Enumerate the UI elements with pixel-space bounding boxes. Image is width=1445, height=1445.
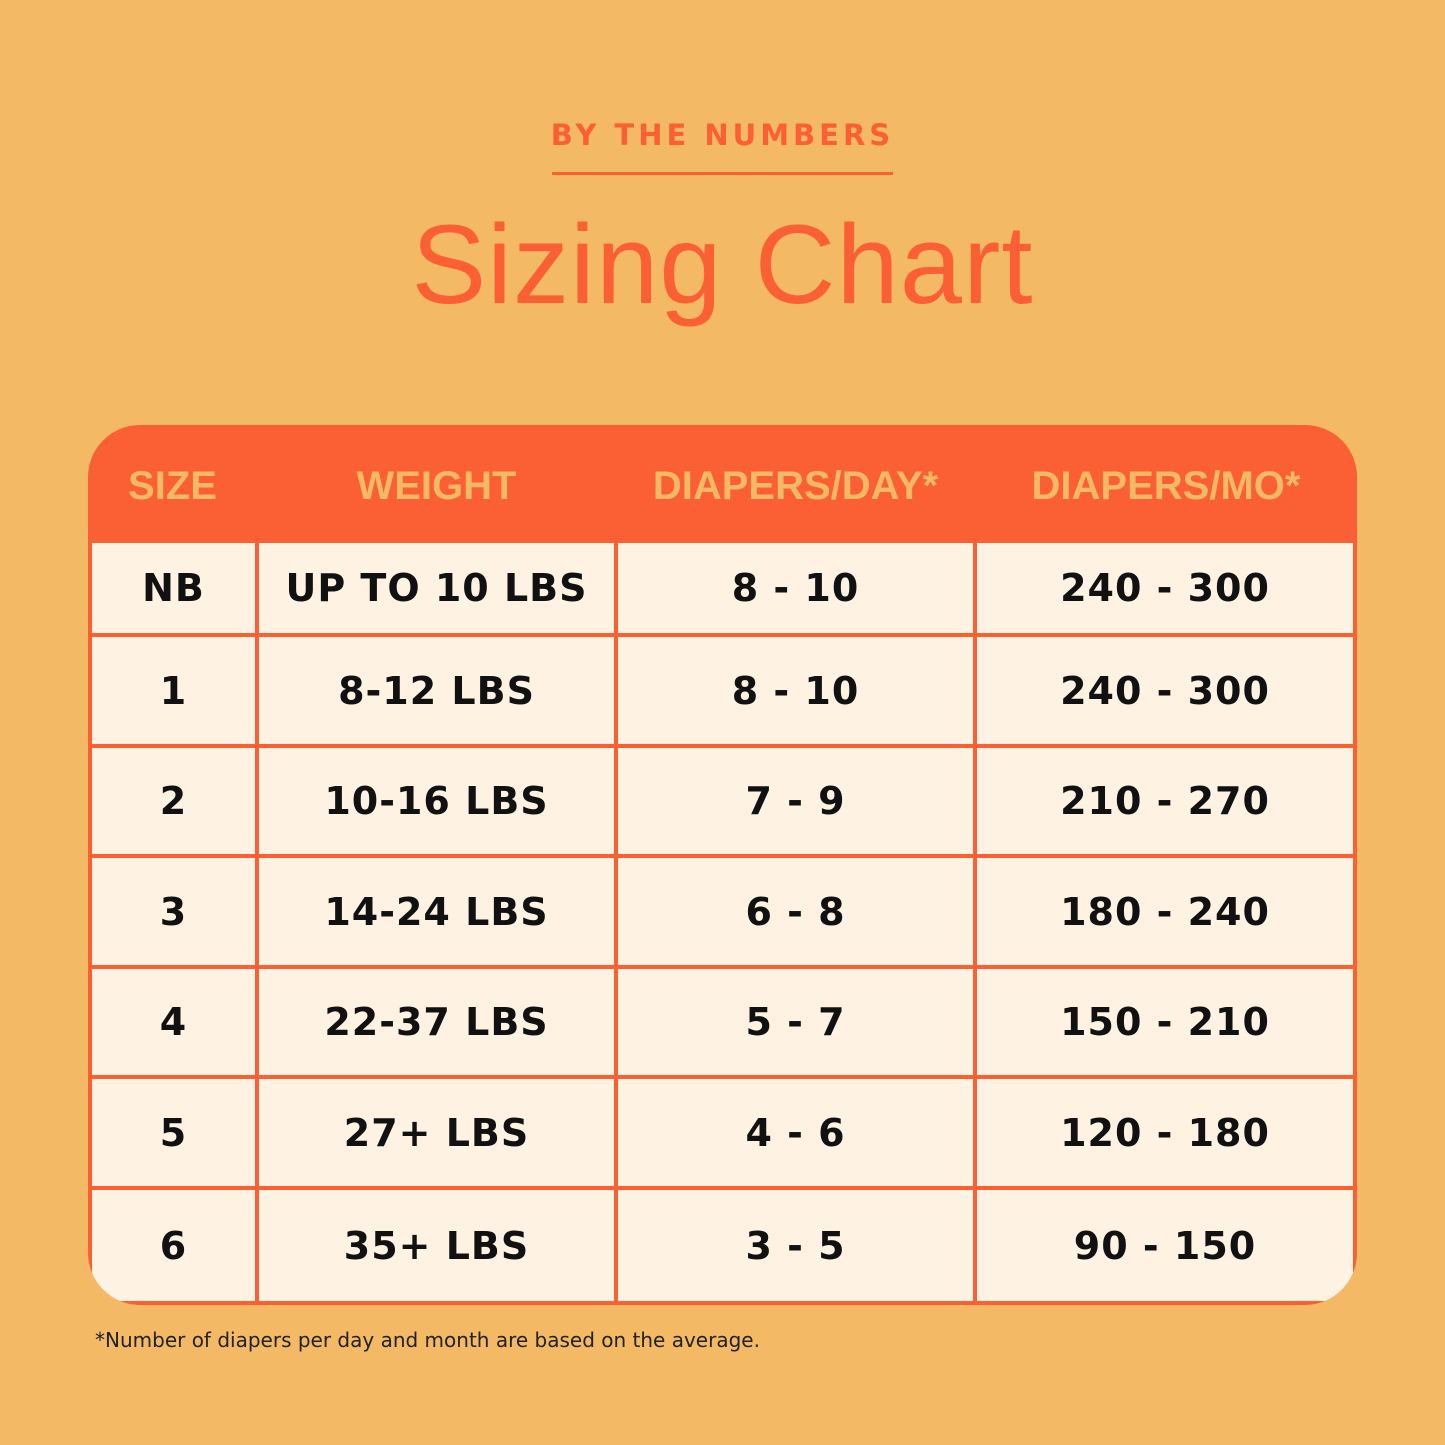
size-cell: 3: [92, 858, 255, 965]
diapers-per-day-cell: 3 - 5: [618, 1190, 973, 1301]
eyebrow-label: BY THE NUMBERS: [550, 118, 895, 152]
diapers-per-month-cell: 210 - 270: [977, 748, 1353, 854]
column-header-diapers-per-day: DIAPERS/DAY*: [652, 463, 939, 508]
weight-cell: UP TO 10 LBS: [259, 543, 614, 633]
diapers-per-month-cell: 180 - 240: [977, 858, 1353, 965]
diapers-per-month-cell: 240 - 300: [977, 543, 1353, 633]
diapers-per-month-cell: 150 - 210: [977, 969, 1353, 1075]
weight-cell: 14-24 LBS: [259, 858, 614, 965]
column-header-diapers-per-month: DIAPERS/MO*: [1031, 463, 1301, 508]
weight-cell: 27+ LBS: [259, 1079, 614, 1186]
page-title: Sizing Chart: [411, 202, 1034, 327]
size-cell: 2: [92, 748, 255, 854]
size-cell: 1: [92, 637, 255, 744]
column-header-weight: WEIGHT: [356, 463, 517, 508]
size-cell: 6: [92, 1190, 255, 1301]
diapers-per-day-cell: 4 - 6: [618, 1079, 973, 1186]
weight-cell: 8-12 LBS: [259, 637, 614, 744]
weight-cell: 35+ LBS: [259, 1190, 614, 1301]
size-cell: NB: [92, 543, 255, 633]
eyebrow-underline: [552, 172, 893, 175]
size-cell: 5: [92, 1079, 255, 1186]
diapers-per-day-cell: 7 - 9: [618, 748, 973, 854]
weight-cell: 22-37 LBS: [259, 969, 614, 1075]
diapers-per-day-cell: 8 - 10: [618, 543, 973, 633]
weight-cell: 10-16 LBS: [259, 748, 614, 854]
diapers-per-month-cell: 240 - 300: [977, 637, 1353, 744]
diapers-per-day-cell: 8 - 10: [618, 637, 973, 744]
diapers-per-day-cell: 5 - 7: [618, 969, 973, 1075]
diapers-per-month-cell: 120 - 180: [977, 1079, 1353, 1186]
footnote: *Number of diapers per day and month are…: [95, 1328, 760, 1352]
sizing-table: SIZE WEIGHT DIAPERS/DAY* DIAPERS/MO* NB U…: [88, 425, 1357, 1305]
diapers-per-month-cell: 90 - 150: [977, 1190, 1353, 1301]
diapers-per-day-cell: 6 - 8: [618, 858, 973, 965]
size-cell: 4: [92, 969, 255, 1075]
column-header-size: SIZE: [128, 463, 217, 508]
